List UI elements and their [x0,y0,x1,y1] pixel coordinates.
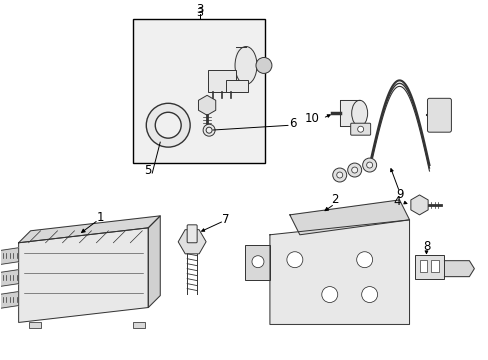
Circle shape [251,256,264,268]
Polygon shape [0,270,19,287]
FancyBboxPatch shape [427,98,450,132]
Text: 8: 8 [422,240,429,253]
Circle shape [361,287,377,302]
Circle shape [286,252,302,268]
FancyBboxPatch shape [350,123,370,135]
Circle shape [321,287,337,302]
Circle shape [357,126,363,132]
Text: 1: 1 [97,211,104,224]
Polygon shape [444,261,473,276]
Bar [430,260,439,272]
Text: 5: 5 [144,163,152,176]
Bar [208,71,236,92]
Bar [225,80,247,92]
Text: 3: 3 [196,8,203,18]
Text: 2: 2 [330,193,338,206]
Circle shape [362,158,376,172]
Bar [29,323,41,328]
Polygon shape [19,228,148,323]
Polygon shape [339,100,359,126]
Bar [133,323,145,328]
Bar [414,255,444,279]
Text: 10: 10 [304,112,319,125]
Ellipse shape [351,100,367,126]
Circle shape [146,103,190,147]
Polygon shape [289,200,408,235]
Polygon shape [236,46,245,84]
Text: 6: 6 [288,117,296,130]
Ellipse shape [235,46,256,84]
Circle shape [155,112,181,138]
Polygon shape [0,292,19,309]
Circle shape [366,162,372,168]
Text: 4: 4 [393,195,401,208]
Circle shape [332,168,346,182]
Polygon shape [269,220,408,324]
Bar [244,245,269,280]
Polygon shape [0,248,19,265]
Circle shape [205,127,212,133]
Circle shape [351,167,357,173]
Circle shape [356,252,372,268]
Polygon shape [19,216,160,243]
Polygon shape [148,216,160,307]
Circle shape [203,124,215,136]
Circle shape [255,58,271,73]
Bar [133,19,264,163]
Bar [419,260,427,272]
Text: 7: 7 [222,213,229,226]
Circle shape [347,163,361,177]
Circle shape [336,172,342,178]
FancyBboxPatch shape [187,225,197,243]
Text: 3: 3 [196,3,203,16]
Text: 9: 9 [395,188,403,202]
